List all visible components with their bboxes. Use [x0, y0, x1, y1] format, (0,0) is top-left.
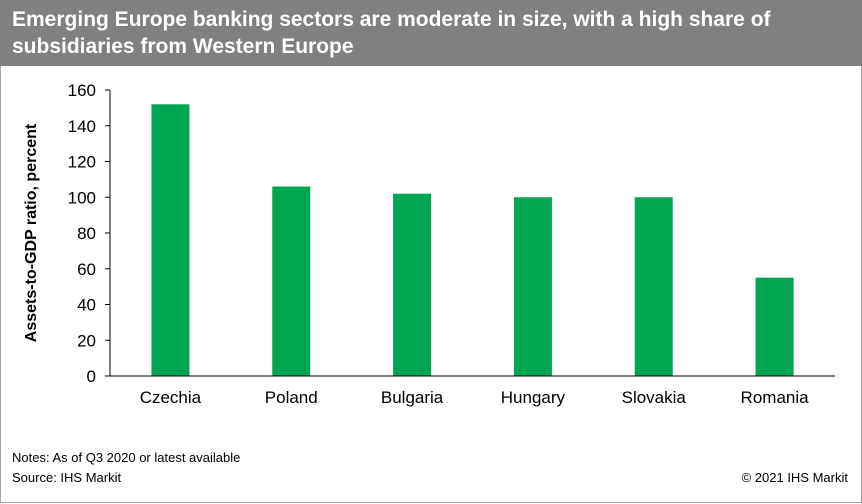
bar-bulgaria: [393, 193, 432, 376]
bar-romania: [755, 277, 794, 376]
chart-header: Emerging Europe banking sectors are mode…: [0, 0, 862, 66]
x-axis-labels: Czechia Poland Bulgaria Hungary Slovakia Roma…: [140, 388, 809, 407]
copyright-text: © 2021 IHS Markit: [741, 470, 848, 485]
y-tick-label: 40: [77, 296, 96, 315]
y-tick-label: 140: [68, 117, 96, 136]
y-tick-label: 100: [68, 188, 96, 207]
y-tick-label: 160: [68, 81, 96, 100]
bar-slovakia: [634, 197, 673, 376]
bar-chart: 0 20 40 60 80 100 120 140 160 Czechia Poland Bulga…: [23, 81, 835, 407]
notes-text: Notes: As of Q3 2020 or latest available: [12, 450, 241, 465]
x-tick-label: Czechia: [140, 388, 202, 407]
bar-czechia: [151, 104, 190, 377]
bar-poland: [272, 186, 311, 376]
x-tick-label: Bulgaria: [381, 388, 444, 407]
chart-title: Emerging Europe banking sectors are mode…: [12, 8, 771, 58]
x-tick-label: Hungary: [501, 388, 566, 407]
y-tick-label: 120: [68, 153, 96, 172]
y-tick-label: 60: [77, 260, 96, 279]
x-tick-label: Slovakia: [622, 388, 687, 407]
y-axis-label: Assets-to-GDP ratio, percent: [23, 123, 40, 342]
source-text: Source: IHS Markit: [12, 470, 122, 485]
y-axis-ticks: 0 20 40 60 80 100 120 140 160: [68, 81, 110, 386]
y-tick-label: 0: [87, 367, 96, 386]
x-tick-label: Romania: [741, 388, 810, 407]
x-tick-label: Poland: [265, 388, 318, 407]
bars: [151, 104, 794, 377]
y-tick-label: 20: [77, 331, 96, 350]
y-tick-label: 80: [77, 224, 96, 243]
bar-hungary: [513, 197, 552, 376]
